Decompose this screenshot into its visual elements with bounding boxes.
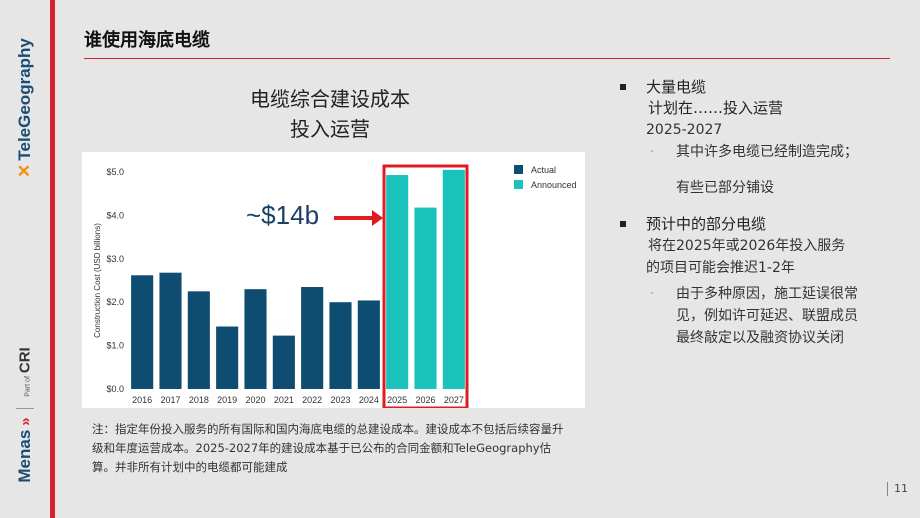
bar-2017	[159, 272, 182, 389]
bar-2019	[216, 326, 239, 389]
bullet-2-line2: 将在2025年或2026年投入服务	[648, 238, 846, 254]
bar-2027	[442, 169, 465, 389]
title-underline	[84, 58, 890, 59]
bar-chart-svg: $0.0 $1.0 $2.0 $3.0 $4.0 $5.0 Construction Cos…	[93, 164, 577, 408]
bar-2020	[244, 289, 267, 389]
bar-chart: $0.0 $1.0 $2.0 $3.0 $4.0 $5.0 Construction Cos…	[82, 152, 585, 408]
y-tick-label: $3.0	[106, 254, 124, 264]
legend-label-announced: Announced	[531, 180, 577, 190]
cri-logo: Part of CRI	[17, 347, 34, 396]
bullet-square-icon	[620, 221, 626, 227]
bullet-2-sub-1-text: 由于多种原因，施工延误很常	[676, 286, 858, 302]
y-tick-label: $2.0	[106, 297, 124, 307]
y-tick-label: $5.0	[106, 167, 124, 177]
bullet-2-sub-1: - 由于多种原因，施工延误很常	[618, 283, 898, 305]
logo-divider	[16, 408, 34, 409]
y-tick-label: $4.0	[106, 210, 124, 220]
bullet-1-line2: 计划在……投入运营	[648, 99, 784, 117]
bullet-list: 大量电缆 计划在……投入运营 2025-2027 - 其中许多电缆已经制造完成； …	[618, 76, 898, 349]
bullet-1-title: 大量电缆	[618, 76, 898, 98]
x-tick-label: 2024	[359, 395, 379, 405]
accent-bar	[50, 0, 55, 518]
bar-2023	[329, 302, 352, 389]
bullet-2-title-text: 预计中的部分电缆	[646, 215, 767, 233]
legend-label-actual: Actual	[531, 165, 556, 175]
annotation-arrowhead	[372, 210, 383, 226]
bullet-1-sub-1: - 其中许多电缆已经制造完成；	[618, 141, 898, 163]
x-tick-label: 2019	[217, 395, 237, 405]
x-tick-label: 2016	[132, 395, 152, 405]
y-axis-label: Construction Cost (USD billions)	[93, 223, 102, 338]
page-title: 谁使用海底电缆	[84, 30, 210, 51]
x-tick-label: 2020	[245, 395, 265, 405]
page-number: 11	[887, 482, 908, 496]
chart-title: 电缆综合建设成本 投入运营	[200, 84, 460, 144]
x-tick-label: 2027	[444, 395, 464, 405]
menas-chevron-icon: »	[17, 417, 34, 426]
legend-swatch	[514, 180, 523, 189]
total-annotation: ~$14b	[246, 200, 320, 230]
telegeography-wordmark: TeleGeography	[15, 38, 34, 161]
telegeography-logo: ✕ TeleGeography	[15, 38, 35, 178]
x-tick-label: 2018	[189, 395, 209, 405]
chart-title-line2: 投入运营	[290, 117, 370, 141]
bullet-1-sub-1-text: 其中许多电缆已经制造完成；	[676, 144, 858, 160]
sub-bullet-dash-icon: -	[650, 288, 654, 299]
menas-logo: Menas »	[15, 417, 35, 482]
x-tick-label: 2023	[330, 395, 350, 405]
footnote: 注：指定年份投入服务的所有国际和国内海底电缆的总建设成本。建设成本不包括后续容量…	[92, 422, 564, 474]
bullet-2-sub-3: 最终敲定以及融资协议关闭	[676, 330, 844, 346]
x-tick-label: 2025	[387, 395, 407, 405]
cri-wordmark: CRI	[16, 347, 34, 374]
bullet-2-title: 预计中的部分电缆	[618, 213, 898, 235]
part-of-label: Part of	[24, 376, 32, 397]
chart-title-line1: 电缆综合建设成本	[250, 87, 410, 111]
x-tick-label: 2026	[415, 395, 435, 405]
menas-wordmark: Menas	[15, 429, 34, 483]
bullet-2-sub-2: 见，例如许可延迟、联盟成员	[676, 308, 858, 324]
bar-2024	[357, 300, 380, 389]
left-sidebar: ✕ TeleGeography Part of CRI Menas »	[0, 0, 50, 518]
bullet-square-icon	[620, 84, 626, 90]
bar-2026	[414, 207, 437, 389]
bar-2016	[131, 275, 154, 389]
y-tick-label: $1.0	[106, 341, 124, 351]
bar-2021	[272, 335, 295, 389]
x-tick-label: 2017	[160, 395, 180, 405]
bullet-1-sub-2: 有些已部分铺设	[676, 180, 774, 196]
x-tick-label: 2021	[274, 395, 294, 405]
telegeography-mark-icon: ✕	[15, 163, 34, 178]
bullet-2-line3: 的项目可能会推迟1-2年	[646, 260, 795, 276]
bar-2018	[187, 291, 210, 389]
bullet-1-title-text: 大量电缆	[646, 78, 707, 96]
bullet-1-line3: 2025-2027	[646, 122, 723, 138]
bar-2025	[386, 175, 409, 389]
x-tick-label: 2022	[302, 395, 322, 405]
legend-swatch	[514, 165, 523, 174]
bar-2022	[301, 287, 324, 389]
y-tick-label: $0.0	[106, 384, 124, 394]
highlight-box	[382, 164, 469, 408]
sub-bullet-dash-icon: -	[650, 146, 654, 157]
